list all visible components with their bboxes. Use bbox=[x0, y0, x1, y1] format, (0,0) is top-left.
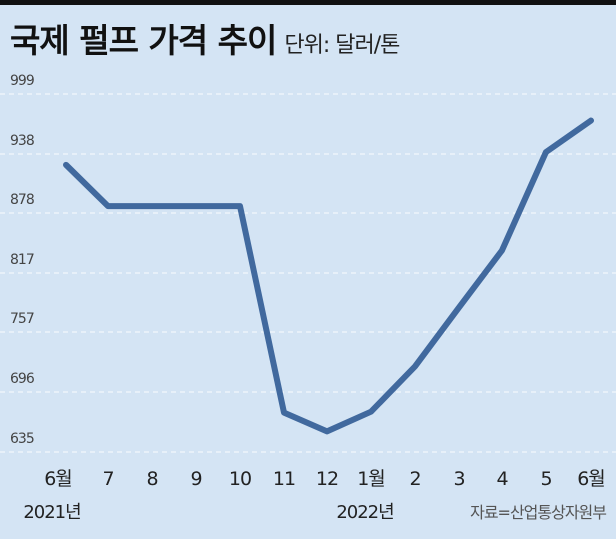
x-tick-label: 3 bbox=[453, 468, 464, 490]
y-tick-label: 696 bbox=[10, 371, 35, 387]
x-tick-label: 1월 bbox=[357, 468, 385, 490]
y-tick-label: 999 bbox=[10, 73, 34, 89]
y-tick-label: 938 bbox=[10, 133, 34, 149]
y-tick-label: 878 bbox=[10, 192, 34, 208]
x-tick-label: 10 bbox=[229, 468, 251, 490]
x-tick-label: 9 bbox=[190, 468, 201, 490]
x-tick-label: 7 bbox=[102, 468, 113, 490]
x-tick-label: 11 bbox=[273, 468, 295, 490]
x-tick-label: 2 bbox=[409, 468, 420, 490]
y-tick-label: 817 bbox=[10, 252, 34, 268]
x-tick-label: 12 bbox=[316, 468, 338, 490]
unit-label: 단위: 달러/톤 bbox=[284, 33, 400, 58]
y-tick-label: 635 bbox=[10, 431, 34, 447]
x-tick-label: 6월 bbox=[44, 468, 72, 490]
series-line bbox=[63, 117, 594, 435]
year-label: 2022년 bbox=[336, 502, 393, 523]
x-tick-label: 8 bbox=[146, 468, 157, 490]
title-text: 국제 펄프 가격 추이 bbox=[10, 21, 277, 60]
x-tick-label: 6월 bbox=[577, 468, 605, 490]
year-label: 2021년 bbox=[23, 502, 80, 523]
source-label: 자료=산업통상자원부 bbox=[470, 503, 606, 522]
chart-title: 국제 펄프 가격 추이 단위: 달러/톤 bbox=[10, 14, 400, 62]
x-tick-label: 4 bbox=[496, 468, 508, 490]
y-tick-label: 757 bbox=[10, 311, 34, 327]
top-border bbox=[0, 0, 616, 5]
x-tick-label: 5 bbox=[540, 468, 551, 490]
